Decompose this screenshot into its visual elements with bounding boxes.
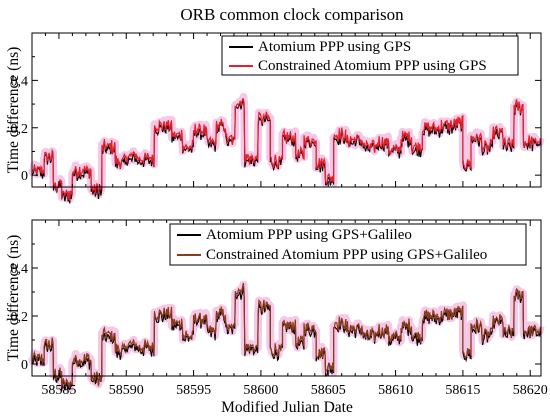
x-tick-label: 58620 — [513, 383, 548, 398]
x-tick-label: 58595 — [176, 383, 211, 398]
top-panel-frame — [31, 32, 542, 188]
y-tick-label: 0,2 — [11, 310, 29, 325]
y-tick-label: 0 — [21, 169, 28, 184]
bottom-panel-frame — [31, 219, 542, 377]
top-panel-legend-box — [221, 35, 519, 76]
top-panel: 0 0,2 0,4 Time difference (ns) Atomium PPP… — [5, 32, 545, 204]
y-tick-label: 0,4 — [11, 74, 29, 89]
top-panel-y-axis-label: Time difference (ns) — [5, 47, 22, 174]
x-tick-label: 58605 — [311, 383, 346, 398]
x-tick-label: 58585 — [41, 383, 76, 398]
x-tick-label: 58615 — [445, 383, 480, 398]
bottom-legend-label-gps-galileo: Atomium PPP using GPS+Galileo — [206, 227, 412, 243]
top-legend-label-gps: Atomium PPP using GPS — [258, 39, 411, 55]
bottom-panel-y-axis-label: Time difference (ns) — [5, 235, 22, 362]
series-line-constrained — [31, 282, 542, 389]
top-panel-ticks: 0 0,2 0,4 — [11, 33, 541, 187]
bottom-panel-legend: Atomium PPP using GPS+Galileo Constraine… — [169, 223, 527, 266]
x-axis-label: Modified Julian Date — [221, 399, 353, 416]
x-tick-labels: 58585 58590 58595 58600 58605 58610 58615 58620 — [41, 383, 547, 398]
bottom-panel-ticks: 0 0,2 0,4 — [11, 220, 541, 376]
x-tick-label: 58610 — [378, 383, 413, 398]
chart-title: ORB common clock comparison — [180, 5, 404, 24]
series-line-constrained — [31, 98, 542, 201]
x-tick-label: 58590 — [109, 383, 144, 398]
y-tick-label: 0 — [21, 358, 28, 373]
x-tick-label: 58600 — [243, 383, 278, 398]
bottom-panel: 0 0,2 0,4 Time difference (ns) Atomium PPP… — [5, 219, 545, 393]
top-legend-label-constrained: Constrained Atomium PPP using GPS — [258, 58, 487, 74]
top-panel-legend: Atomium PPP using GPS Constrained Atomiu… — [221, 35, 519, 76]
bottom-legend-label-constrained: Constrained Atomium PPP using GPS+Galile… — [206, 247, 487, 263]
bottom-panel-legend-box — [169, 223, 527, 266]
y-tick-label: 0,2 — [11, 122, 29, 137]
top-panel-series-lines — [28, 92, 545, 204]
bottom-panel-series-lines — [28, 280, 545, 393]
y-tick-label: 0,4 — [11, 262, 29, 277]
